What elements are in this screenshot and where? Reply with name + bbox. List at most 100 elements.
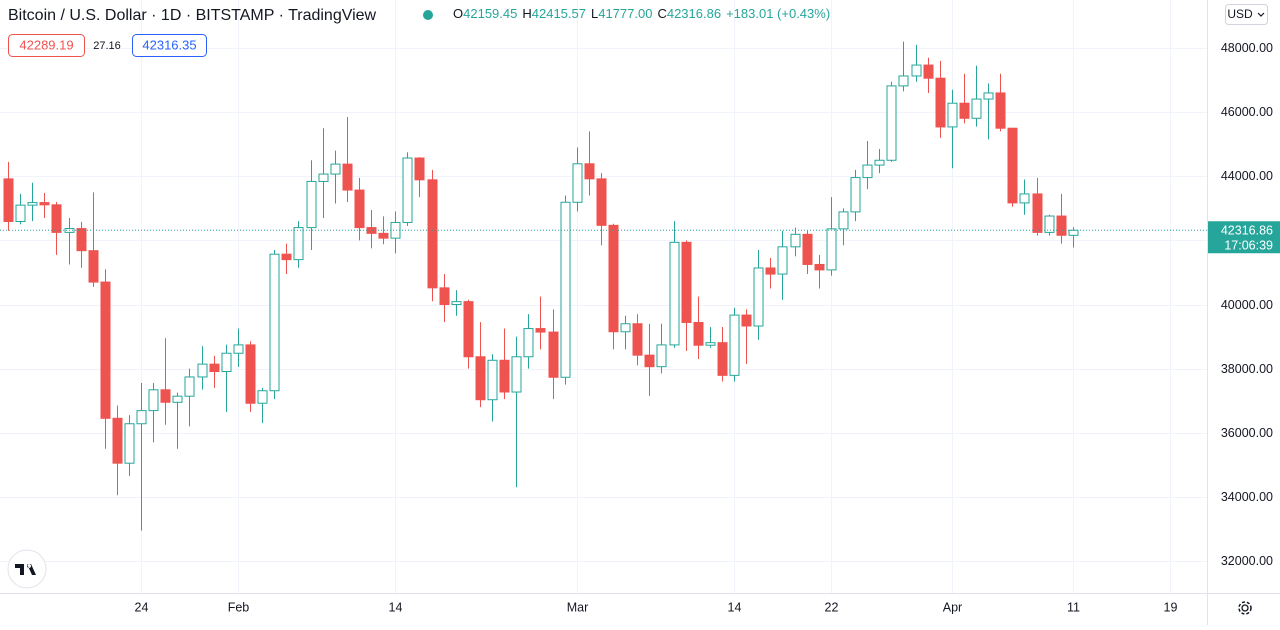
candle-body bbox=[535, 328, 546, 333]
candle-body bbox=[439, 287, 450, 306]
candle-body bbox=[3, 178, 14, 222]
candle-body bbox=[886, 85, 897, 161]
ohlc-values: O42159.45 H42415.57 L41777.00 C42316.86 +183… bbox=[453, 6, 830, 21]
settings-icon[interactable] bbox=[1238, 601, 1252, 615]
x-tick-label: Apr bbox=[943, 600, 962, 614]
ohlc-value: 42159.45 bbox=[463, 6, 517, 21]
candle-body bbox=[923, 64, 934, 79]
ohlc-value: 41777.00 bbox=[598, 6, 652, 21]
ask-box[interactable] bbox=[132, 34, 207, 57]
candle-body bbox=[874, 159, 885, 166]
candle-body bbox=[1032, 193, 1043, 233]
last-price-label: 42316.86 bbox=[1221, 224, 1273, 238]
candle-body bbox=[148, 389, 159, 412]
ohlc-key: H bbox=[522, 6, 531, 21]
candle-body bbox=[1068, 229, 1079, 236]
y-tick-label: 46000.00 bbox=[1221, 105, 1273, 119]
x-tick-label: 14 bbox=[389, 600, 403, 614]
candle-body bbox=[39, 202, 50, 206]
candle-body bbox=[233, 344, 244, 354]
candle-body bbox=[753, 267, 764, 327]
x-tick-label: 24 bbox=[135, 600, 149, 614]
candle-body bbox=[983, 92, 994, 100]
candle-body bbox=[1007, 127, 1018, 204]
candle-body bbox=[947, 102, 958, 128]
candle-body bbox=[76, 228, 87, 252]
candle-body bbox=[632, 323, 643, 356]
logo bbox=[15, 564, 36, 575]
candle-body bbox=[693, 321, 704, 346]
candle-body bbox=[705, 342, 716, 346]
candle-body bbox=[160, 389, 171, 403]
last-price-badge bbox=[1208, 221, 1280, 254]
candle-body bbox=[802, 233, 813, 265]
spread: 27.16 bbox=[93, 40, 121, 52]
candle-body bbox=[51, 204, 62, 233]
candle-body bbox=[898, 75, 909, 87]
candle-body bbox=[257, 390, 268, 404]
candle-body bbox=[741, 314, 752, 327]
ohlc-key: L bbox=[591, 6, 598, 21]
candle-body bbox=[378, 232, 389, 239]
currency-caret bbox=[1257, 12, 1265, 17]
candle-body bbox=[318, 173, 329, 182]
grid bbox=[0, 0, 1207, 593]
candle-body bbox=[511, 356, 522, 393]
candle-body bbox=[209, 363, 220, 373]
y-tick-label: 40000.00 bbox=[1221, 298, 1273, 312]
x-tick-label: 11 bbox=[1067, 600, 1080, 614]
candle-body bbox=[1044, 215, 1055, 233]
x-tick-label: 19 bbox=[1164, 600, 1178, 614]
candle-body bbox=[390, 221, 401, 239]
x-tick-label: 22 bbox=[825, 600, 839, 614]
candle-body bbox=[790, 233, 801, 248]
candle-body bbox=[717, 342, 728, 376]
candle-body bbox=[136, 410, 147, 425]
candle-body bbox=[911, 64, 922, 77]
candle-body bbox=[584, 163, 595, 180]
candle-body bbox=[366, 227, 377, 234]
candle-body bbox=[354, 189, 365, 229]
axes: 32000.00 34000.00 36000.00 38000.00 40000.00… bbox=[135, 41, 1280, 614]
candle-body bbox=[1019, 193, 1030, 204]
candle-body bbox=[15, 204, 26, 222]
candle-body bbox=[669, 241, 680, 346]
candle-body bbox=[306, 180, 317, 229]
candles bbox=[0, 41, 1207, 531]
candle-body bbox=[414, 157, 425, 181]
candle-body bbox=[451, 301, 462, 306]
candle-body bbox=[487, 359, 498, 401]
currency-button[interactable] bbox=[1225, 4, 1268, 25]
candle-body bbox=[330, 163, 341, 175]
candle-body bbox=[995, 92, 1006, 129]
candle-body bbox=[572, 163, 583, 203]
candle-body bbox=[27, 202, 38, 206]
y-tick-label: 36000.00 bbox=[1221, 426, 1273, 440]
chart-title: Bitcoin / U.S. Dollar · 1D · BITSTAMP · … bbox=[8, 7, 377, 24]
bid-box[interactable] bbox=[8, 34, 85, 57]
candle-body bbox=[729, 314, 740, 376]
candle-body bbox=[293, 227, 304, 261]
candle-body bbox=[814, 263, 825, 271]
candle-body bbox=[172, 395, 183, 403]
logo-badge[interactable] bbox=[7, 549, 47, 589]
y-tick-label: 34000.00 bbox=[1221, 490, 1273, 504]
candle-body bbox=[88, 250, 99, 283]
candle-body bbox=[112, 417, 123, 464]
candle-body bbox=[427, 179, 438, 289]
market-status bbox=[423, 10, 433, 20]
ask-price: 42316.35 bbox=[142, 37, 196, 52]
candle-body bbox=[971, 98, 982, 119]
candle-body bbox=[850, 177, 861, 213]
candle-body bbox=[838, 211, 849, 230]
candle-body bbox=[475, 356, 486, 401]
candle-body bbox=[221, 352, 232, 373]
candle-body bbox=[124, 423, 135, 464]
bid-price: 42289.19 bbox=[19, 37, 73, 52]
ohlc-key: O bbox=[453, 6, 463, 21]
currency: USD bbox=[1227, 7, 1253, 21]
x-tick-label: Feb bbox=[228, 600, 250, 614]
candle-body bbox=[402, 157, 413, 223]
